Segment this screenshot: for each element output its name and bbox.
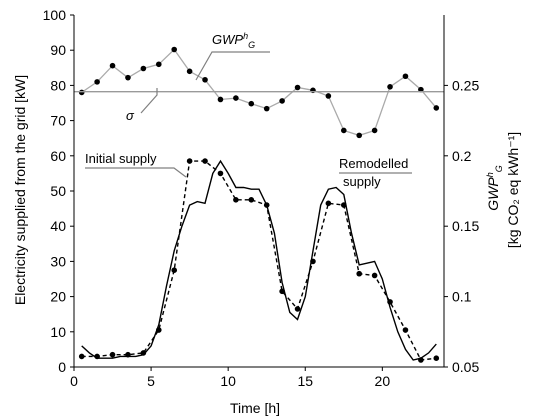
gwp-point	[155, 61, 162, 68]
annotation-sigma-leader	[140, 88, 158, 114]
x-tick-label: 5	[147, 373, 155, 389]
y-axis-right-title: GWPhG	[485, 165, 504, 210]
y-left-tick-label: 0	[58, 359, 66, 375]
gwp-point	[94, 79, 100, 85]
initial-supply-point	[248, 197, 255, 203]
initial-supply-point	[78, 353, 85, 360]
y-left-tick-label: 30	[50, 253, 66, 269]
initial-supply-line	[81, 160, 437, 361]
y-axis-right-units: [kg CO₂ eq kWh⁻¹]	[505, 132, 521, 248]
gwp-point	[356, 132, 363, 139]
gwp-point	[325, 93, 332, 99]
y-left-tick-label: 80	[50, 77, 66, 93]
gwp-point	[186, 68, 193, 75]
gwp-point	[217, 96, 224, 103]
annotation-gwp-sup: h	[243, 31, 248, 41]
y-right-tick-label: 0.1	[452, 289, 472, 305]
initial-supply-point	[233, 197, 239, 203]
y-left-tick-label: 60	[50, 148, 66, 164]
gwp-point	[171, 46, 178, 53]
y-left-tick-label: 20	[50, 289, 66, 305]
gwp-point	[140, 65, 147, 72]
y-axis-right-title-main: GWP	[485, 177, 501, 211]
initial-supply-point	[402, 327, 409, 333]
initial-supply-point	[186, 158, 193, 164]
initial-supply-point	[294, 306, 301, 312]
y-left-tick-label: 10	[50, 324, 66, 340]
gwp-point	[418, 86, 424, 93]
y-right-tick-label: 0.15	[452, 218, 479, 234]
y-left-tick-label: 50	[50, 183, 66, 199]
x-tick-label: 15	[297, 373, 313, 389]
annotation-initial-leader	[85, 167, 187, 178]
x-tick-label: 20	[375, 373, 391, 389]
y-axis-right-title-sub: G	[494, 165, 504, 172]
x-tick-label: 0	[70, 373, 78, 389]
y-right-tick-label: 0.05	[452, 359, 479, 375]
gwp-series-layer	[78, 46, 440, 139]
gwp-point	[387, 84, 393, 90]
annotation-gwp-main: GWP	[212, 32, 243, 47]
supply-series-layer	[78, 158, 440, 363]
gwp-point	[402, 73, 409, 80]
gwp-point	[109, 62, 116, 69]
axes-layer	[70, 14, 448, 371]
annotation-remodelled-line1: Remodelled	[339, 156, 408, 171]
gwp-point	[263, 105, 270, 112]
annotations-layer: GWPhG σ Initial supply Remodelled supply	[85, 31, 412, 189]
annotation-initial-supply: Initial supply	[85, 151, 157, 166]
y-left-tick-label: 40	[50, 218, 66, 234]
initial-supply-point	[433, 355, 440, 362]
x-tick-label: 10	[220, 373, 236, 389]
gwp-point	[78, 89, 85, 96]
y-left-tick-label: 90	[50, 42, 66, 58]
initial-supply-point	[325, 200, 332, 207]
initial-supply-point	[171, 267, 178, 274]
remodelled-supply-line	[81, 159, 437, 361]
x-axis-title: Time [h]	[230, 400, 280, 416]
initial-supply-point	[356, 270, 363, 277]
gwp-point	[233, 95, 239, 101]
gwp-point	[294, 84, 301, 91]
initial-supply-point	[109, 351, 116, 358]
y-left-tick-label: 70	[50, 113, 66, 129]
initial-supply-point	[202, 158, 208, 164]
tick-labels-layer: 0 5 10 15 20 0 10 20 30 40 50 60 70 80 90 100 0.05 0.1 0.1…	[43, 7, 480, 389]
gwp-line	[81, 48, 437, 137]
gwp-point	[371, 127, 378, 134]
y-left-tick-label: 100	[43, 7, 67, 23]
gwp-point	[202, 76, 208, 83]
annotation-sigma: σ	[126, 108, 135, 123]
y-axis-right-title-sup: h	[485, 172, 495, 177]
initial-supply-point	[217, 170, 224, 177]
y-right-tick-label: 0.25	[452, 77, 479, 93]
y-axis-left-title: Electricity supplied from the grid [kW]	[12, 75, 28, 305]
gwp-point	[125, 74, 131, 81]
gwp-point	[279, 98, 285, 104]
initial-supply-point	[371, 272, 378, 279]
annotation-gwp-leader	[195, 51, 270, 81]
annotation-remodelled-line2: supply	[343, 174, 381, 189]
annotation-gwp: GWPhG	[212, 31, 255, 50]
gwp-point	[433, 105, 440, 111]
gwp-point	[340, 127, 347, 134]
annotation-gwp-sub: G	[248, 40, 255, 50]
gwp-point	[248, 100, 255, 107]
y-right-tick-label: 0.2	[452, 148, 472, 164]
